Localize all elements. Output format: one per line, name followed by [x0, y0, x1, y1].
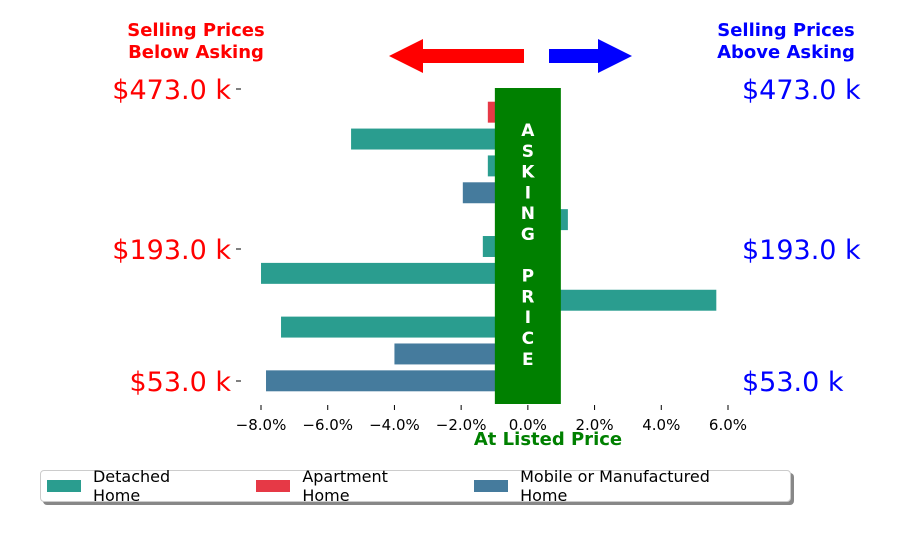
bar-9 — [394, 343, 528, 365]
legend-swatch-mobile — [474, 480, 509, 492]
x-tick-label-1: −6.0% — [302, 416, 353, 434]
y-tick-label-right-2: $53.0 k — [742, 367, 844, 398]
band-letter-9: I — [525, 308, 531, 328]
legend-item-mobile: Mobile or Manufactured Home — [474, 467, 762, 505]
y-tick-label-right-1: $193.0 k — [742, 235, 861, 266]
left-arrow-icon — [389, 39, 524, 73]
legend-item-detached: Detached Home — [47, 467, 222, 505]
right-arrow-icon — [549, 39, 632, 73]
x-tick-label-6: 4.0% — [642, 416, 680, 434]
x-tick-label-4: 0.0% — [509, 416, 547, 434]
band-letter-2: K — [521, 163, 535, 183]
asking-price-band — [494, 88, 561, 404]
band-letter-8: R — [521, 287, 534, 307]
bar-10 — [266, 370, 528, 392]
below-asking-line-2: Below Asking — [128, 42, 264, 63]
x-axis-label: At Listed Price — [474, 429, 622, 450]
bar-1 — [351, 128, 528, 150]
legend-item-apartment: Apartment Home — [256, 467, 440, 505]
x-tick-label-5: 2.0% — [576, 416, 614, 434]
band-letter-3: I — [525, 183, 531, 203]
x-tick-label-7: 6.0% — [709, 416, 747, 434]
y-tick-label-right-0: $473.0 k — [742, 75, 861, 106]
legend-swatch-detached — [47, 480, 81, 492]
band-letter-7: P — [522, 267, 534, 287]
below-asking-line-1: Selling Prices — [127, 20, 265, 41]
above-asking-header: Selling Prices Above Asking — [686, 20, 886, 64]
band-letter-0: A — [521, 121, 535, 141]
legend-label-apartment: Apartment Home — [302, 467, 388, 505]
above-asking-line-2: Above Asking — [717, 42, 855, 63]
band-letter-4: N — [521, 204, 535, 224]
band-letter-1: S — [522, 142, 534, 162]
bar-8 — [281, 316, 528, 338]
y-tick-label-left-0: $473.0 k — [112, 75, 231, 106]
y-tick-label-left-2: $53.0 k — [129, 367, 231, 398]
bar-6 — [261, 262, 528, 284]
chart-legend: Detached Home Apartment Home Mobile or M… — [40, 467, 791, 505]
legend-swatch-apartment — [256, 480, 291, 492]
legend-label-detached: Detached Home — [92, 467, 171, 505]
band-letter-10: C — [522, 329, 534, 349]
legend-label-mobile: Mobile or Manufactured Home — [520, 467, 710, 505]
above-asking-line-1: Selling Prices — [717, 20, 855, 41]
x-tick-label-0: −8.0% — [236, 416, 287, 434]
x-tick-label-3: −2.0% — [436, 416, 487, 434]
band-letter-5: G — [521, 225, 535, 245]
y-tick-label-left-1: $193.0 k — [112, 235, 231, 266]
x-tick-label-2: −4.0% — [369, 416, 420, 434]
bar-7 — [527, 289, 717, 311]
below-asking-header: Selling Prices Below Asking — [96, 20, 296, 64]
band-letter-11: E — [522, 350, 534, 370]
